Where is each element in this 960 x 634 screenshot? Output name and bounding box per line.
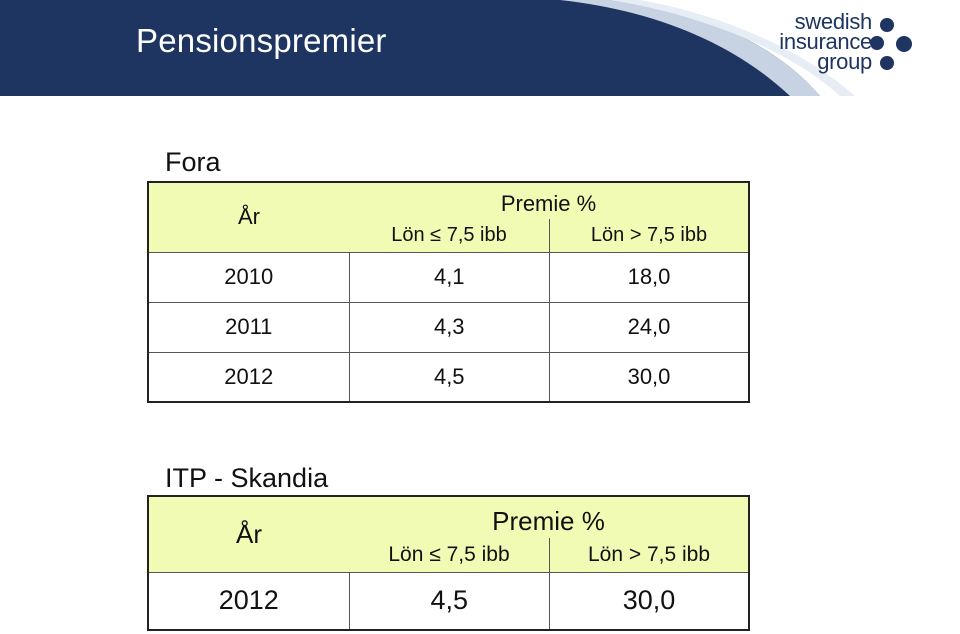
premium-header: Premie %	[492, 506, 605, 536]
year-header: År	[238, 204, 260, 230]
section-title-itp-skandia: ITP - Skandia	[165, 463, 329, 493]
table-row: 2010 4,1 18,0	[148, 251, 749, 302]
high-value-cell: 24,0	[549, 301, 749, 352]
low-value-cell: 4,3	[348, 301, 550, 352]
section-title-fora: Fora	[165, 147, 221, 177]
logo-dots-icon	[870, 18, 916, 76]
table-header-row: År Premie %	[148, 496, 749, 549]
high-value-cell: 30,0	[549, 571, 749, 630]
logo-line-1: swedish	[794, 9, 873, 34]
logo-wordmark: swedish insurance group	[779, 9, 873, 74]
header-band: Pensionspremier swedish insurance group	[0, 0, 960, 96]
col-high-header: Lön > 7,5 ibb	[549, 538, 749, 572]
logo-line-3: group	[817, 49, 872, 74]
low-value-cell: 4,1	[348, 251, 550, 302]
table-row: 2012 4,5 30,0	[148, 571, 749, 630]
table-header-row: År Premie %	[148, 182, 749, 229]
table-row: 2011 4,3 24,0	[148, 301, 749, 352]
low-value-cell: 4,5	[348, 351, 550, 402]
col-low-header: Lön ≤ 7,5 ibb	[391, 223, 507, 246]
year-cell: 2011	[148, 301, 349, 352]
low-value-cell: 4,5	[348, 571, 550, 630]
itp-skandia-table: År Premie % Lön ≤ 7,5 ibb Lön > 7,5 ibb …	[147, 495, 750, 631]
year-header: År	[236, 518, 262, 549]
high-value-cell: 18,0	[549, 251, 749, 302]
year-cell: 2012	[148, 351, 349, 402]
fora-table: År Premie % Lön ≤ 7,5 ibb Lön > 7,5 ibb …	[147, 181, 750, 403]
page-title: Pensionspremier	[136, 22, 387, 59]
high-value-cell: 30,0	[549, 351, 749, 402]
col-low-header: Lön ≤ 7,5 ibb	[388, 542, 510, 566]
table-row: 2012 4,5 30,0	[148, 351, 749, 402]
col-high-header: Lön > 7,5 ibb	[549, 219, 749, 252]
logo-line-2: insurance	[779, 29, 872, 54]
year-cell: 2010	[148, 251, 349, 302]
company-logo: swedish insurance group	[770, 9, 930, 82]
premium-header: Premie %	[500, 191, 597, 216]
header-swoosh	[0, 0, 855, 96]
year-cell: 2012	[148, 571, 349, 630]
